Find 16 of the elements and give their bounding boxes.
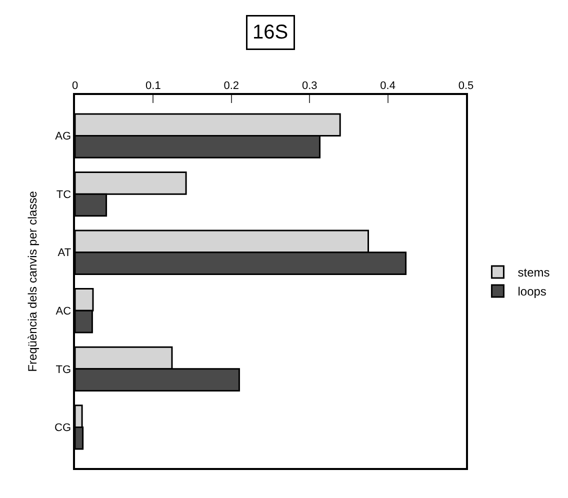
legend-label: loops bbox=[518, 284, 546, 299]
y-tick-label: AT bbox=[58, 247, 72, 260]
y-tick-label: AG bbox=[55, 130, 72, 143]
x-tick-label: 0.1 bbox=[146, 80, 161, 92]
y-tick-label: CG bbox=[54, 422, 72, 434]
y-tick-label: AC bbox=[56, 305, 72, 318]
x-tick-label: 0 bbox=[72, 80, 78, 92]
y-tick-label: TG bbox=[56, 364, 72, 376]
x-tick-label: 0.2 bbox=[224, 80, 240, 92]
x-tick-label: 0.4 bbox=[380, 80, 396, 92]
y-tick-label: TC bbox=[56, 188, 72, 201]
x-tick-label: 0.5 bbox=[458, 80, 474, 92]
x-tick-label: 0.3 bbox=[302, 80, 318, 92]
chart-title: 16S bbox=[252, 22, 288, 44]
y-axis-title: Freqüència dels canvis per classe bbox=[25, 190, 40, 372]
legend-label: stems bbox=[518, 266, 550, 280]
